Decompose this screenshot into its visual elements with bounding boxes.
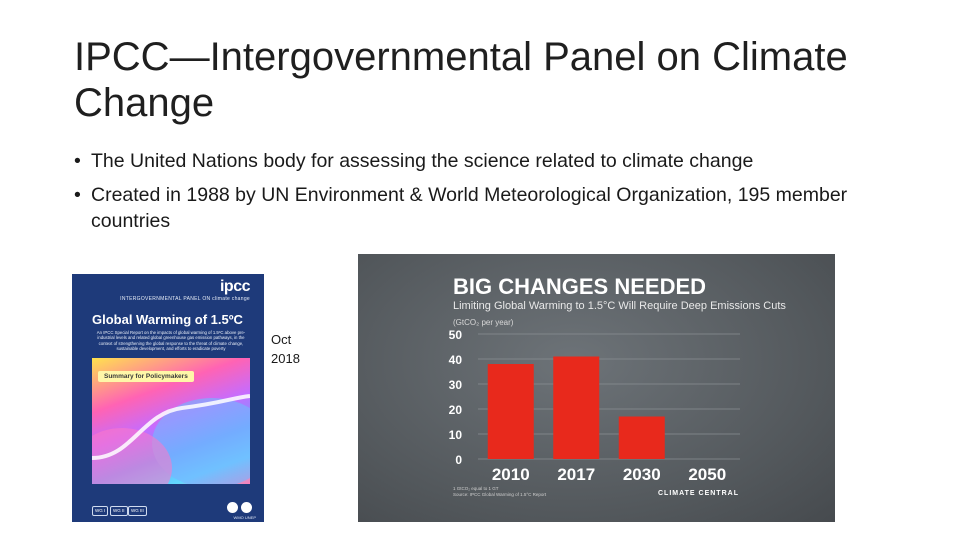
chart-ylabel: (GtCO₂ per year) [453, 318, 514, 327]
x-tick-label: 2050 [688, 465, 726, 484]
emissions-chart: BIG CHANGES NEEDED Limiting Global Warmi… [358, 254, 835, 522]
bar-2030 [618, 416, 665, 459]
ipcc-logo: ipcc [219, 278, 251, 295]
unep-logo-icon [241, 502, 252, 513]
cover-title: Global Warming of 1.5ºC [92, 312, 243, 327]
date-caption: Oct 2018 [271, 330, 300, 368]
x-tick-label: 2017 [557, 465, 595, 484]
cover-description: An IPCC Special Report on the impacts of… [96, 330, 246, 352]
wg-badge: WG I [92, 506, 109, 516]
org-names: WMO UNEP [233, 515, 256, 520]
chart-svg: BIG CHANGES NEEDED Limiting Global Warmi… [449, 274, 787, 497]
bullet-dot-icon: • [74, 150, 81, 172]
bar-2010 [487, 364, 534, 459]
x-tick-label: 2010 [492, 465, 530, 484]
caption-month: Oct [271, 332, 292, 347]
brand-logo: CLIMATE CENTRAL [658, 490, 739, 497]
chart-source: Source: IPCC Global Warming of 1.5°C Rep… [453, 492, 547, 497]
org-logos [227, 502, 252, 513]
chart-subtitle: Limiting Global Warming to 1.5°C Will Re… [453, 300, 786, 312]
slide-title: IPCC—Intergovernmental Panel on Climate … [74, 35, 848, 125]
wg-badge: WG II [110, 506, 128, 516]
y-tick-label: 0 [455, 453, 462, 467]
y-tick-label: 40 [449, 353, 463, 367]
x-tick-label: 2030 [623, 465, 661, 484]
y-tick-label: 30 [449, 378, 463, 392]
bullet-item: • The United Nations body for assessing t… [74, 148, 894, 174]
artwork-curve [92, 394, 250, 460]
chart-footnote: 1 GtCO₂ equal to 1 GT [453, 486, 499, 491]
bar-2017 [553, 356, 600, 459]
wg-badge: WG III [128, 506, 147, 516]
wmo-logo-icon [227, 502, 238, 513]
caption-year: 2018 [271, 351, 300, 366]
y-tick-label: 50 [449, 328, 463, 342]
y-tick-label: 10 [449, 428, 463, 442]
y-tick-label: 20 [449, 403, 463, 417]
chart-title: BIG CHANGES NEEDED [453, 274, 706, 299]
report-cover-image: ipcc INTERGOVERNMENTAL PANEL ON climate … [72, 274, 264, 522]
bullet-list: • The United Nations body for assessing t… [74, 148, 894, 242]
cover-panel-line: INTERGOVERNMENTAL PANEL ON climate chang… [120, 296, 250, 302]
bullet-dot-icon: • [74, 184, 81, 206]
summary-badge: Summary for Policymakers [98, 371, 194, 382]
bullet-item: • Created in 1988 by UN Environment & Wor… [74, 182, 894, 234]
bullet-text: The United Nations body for assessing th… [91, 150, 754, 172]
bullet-text: Created in 1988 by UN Environment & Worl… [91, 184, 848, 232]
